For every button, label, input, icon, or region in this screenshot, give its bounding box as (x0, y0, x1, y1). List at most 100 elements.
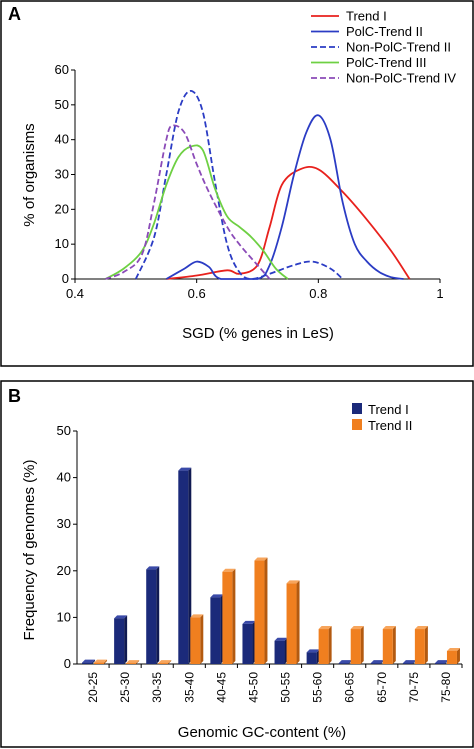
chart-b-bar-trend-i-75-80 (434, 660, 448, 664)
chart-b-bar-trend-i-40-45 (210, 594, 224, 664)
chart-b-bar-trend-i-65-70 (370, 660, 384, 664)
bar-top (126, 660, 140, 664)
chart-a-series-polc-trend-ii (165, 114, 404, 280)
bar-side (104, 659, 108, 664)
bar-top (414, 626, 428, 630)
bar-front (318, 629, 329, 664)
chart-b-x-tick-label: 25-30 (118, 672, 132, 703)
bar-front (114, 618, 125, 664)
bar-front (254, 560, 265, 664)
bar-front (178, 470, 189, 664)
bar-side (156, 566, 160, 664)
bar-top (82, 659, 96, 663)
chart-b-x-tick-label: 45-50 (246, 672, 260, 703)
bar-top (158, 660, 172, 664)
bar-side (124, 615, 128, 664)
bar-front (446, 650, 457, 664)
bar-front (222, 571, 233, 664)
chart-b-x-tick-label: 30-35 (150, 672, 164, 703)
chart-b-bar-trend-ii-70-75 (414, 626, 428, 664)
bar-top (350, 626, 364, 630)
bar-top (114, 615, 128, 619)
bar-side (168, 660, 172, 664)
bar-front (94, 662, 105, 664)
chart-a-y-tick-label: 50 (55, 97, 69, 112)
bar-front (274, 640, 285, 664)
bar-front (414, 629, 425, 664)
chart-a-x-tick-label: 0.4 (66, 286, 84, 301)
bar-top (382, 626, 396, 630)
panel-b-label: B (8, 386, 21, 406)
panel-b-frame (0, 380, 474, 748)
bar-front (306, 652, 317, 664)
panel-a-label: A (8, 4, 21, 24)
chart-b-x-tick-label: 60-65 (343, 672, 357, 703)
bar-side (424, 626, 428, 664)
chart-b-y-tick-label: 10 (57, 609, 71, 624)
chart-b-x-tick-label: 70-75 (407, 672, 421, 703)
chart-b-y-tick-label: 50 (57, 423, 71, 438)
chart-b-bar-trend-i-70-75 (402, 660, 416, 664)
bar-front (382, 629, 393, 664)
bar-side (232, 568, 236, 664)
chart-b-bar-trend-ii-25-30 (126, 660, 140, 664)
bar-side (392, 626, 396, 664)
chart-a-x-tick-label: 0.8 (309, 286, 327, 301)
chart-a-x-tick-label: 0.6 (188, 286, 206, 301)
legend-b-swatch-trend-i (352, 403, 362, 414)
bar-top (146, 566, 160, 570)
legend-a-label-polc-trend-iii: PolC-Trend III (346, 55, 426, 70)
bar-front (210, 597, 221, 664)
legend-b-label-trend-i: Trend I (368, 402, 409, 417)
bar-top (370, 660, 384, 664)
bar-top (178, 467, 192, 471)
chart-b-x-tick-label: 20-25 (86, 672, 100, 703)
bar-front (82, 662, 93, 664)
bar-side (328, 626, 332, 664)
legend-b-swatch-trend-ii (352, 419, 362, 430)
bar-top (274, 637, 288, 641)
legend-a-label-non-polc-trend-ii: Non-PolC-Trend II (346, 40, 451, 55)
chart-b-bar-trend-i-20-25 (82, 659, 96, 664)
chart-a-y-tick-label: 20 (55, 201, 69, 216)
bar-top (434, 660, 448, 664)
bar-front (350, 629, 361, 664)
bar-front (338, 663, 349, 664)
bar-front (286, 583, 297, 664)
chart-a-ylabel: % of organisms (21, 123, 38, 226)
chart-b-bar-trend-ii-75-80 (446, 647, 460, 664)
chart-b-bar-trend-i-25-30 (114, 615, 128, 664)
chart-b-bar-trend-ii-50-55 (286, 580, 300, 664)
chart-b-x-tick-label: 35-40 (182, 672, 196, 703)
chart-b-y-tick-label: 40 (57, 470, 71, 485)
bar-top (446, 647, 460, 651)
chart-b-bar-trend-ii-45-50 (254, 557, 268, 664)
chart-b-bar-trend-ii-30-35 (158, 660, 172, 664)
chart-b-x-tick-label: 40-45 (214, 672, 228, 703)
bar-side (360, 626, 364, 664)
chart-a-xlabel: SGD (% genes in LeS) (182, 325, 334, 342)
chart-b-bar-trend-ii-40-45 (222, 568, 236, 664)
chart-a: 0 10 20 30 40 50 60 0.4 0.6 0.8 1 (55, 62, 444, 301)
chart-b-bar-trend-i-35-40 (178, 467, 192, 664)
bar-top (222, 568, 236, 572)
chart-b-bar-trend-i-55-60 (306, 649, 320, 664)
legend-a-label-trend-i: Trend I (346, 9, 387, 24)
chart-b-y-tick-label: 0 (64, 656, 71, 671)
bar-top (254, 557, 268, 561)
bar-front (190, 617, 201, 664)
bar-side (456, 647, 460, 664)
chart-b-x-tick-label: 65-70 (375, 672, 389, 703)
legend-a-label-polc-trend-ii: PolC-Trend II (346, 24, 423, 39)
chart-b-xlabel: Genomic GC-content (%) (178, 724, 346, 741)
bar-front (402, 663, 413, 664)
chart-b-bar-trend-i-45-50 (242, 620, 256, 664)
bar-top (190, 614, 204, 618)
chart-b-bar-trend-ii-60-65 (350, 626, 364, 664)
bar-front (146, 569, 157, 664)
chart-b-y-tick-label: 30 (57, 516, 71, 531)
chart-a-y-tick-label: 10 (55, 236, 69, 251)
chart-b-bar-trend-i-30-35 (146, 566, 160, 664)
bar-side (200, 614, 204, 664)
bar-front (158, 663, 169, 664)
